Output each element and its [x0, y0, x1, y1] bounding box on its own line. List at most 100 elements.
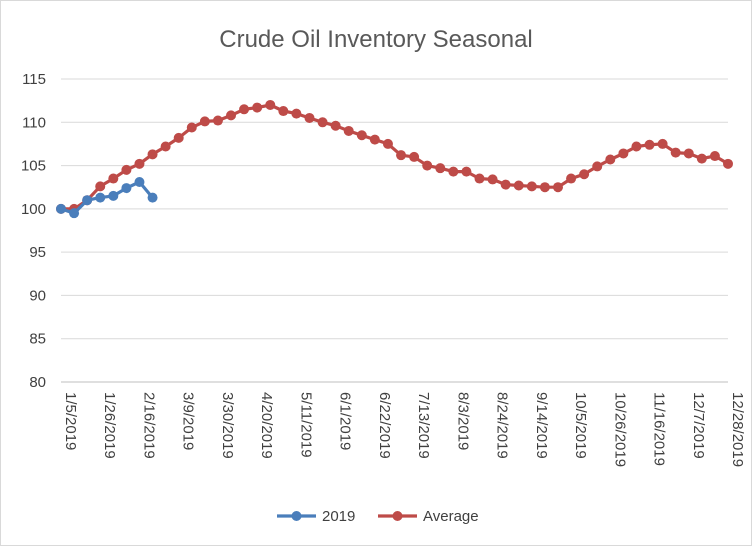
data-point-average — [330, 120, 341, 131]
x-tick-label: 10/5/2019 — [572, 392, 589, 459]
data-point-average — [173, 132, 184, 143]
data-point-average — [579, 169, 590, 180]
x-tick-label: 4/20/2019 — [258, 392, 275, 459]
data-point-2019 — [56, 203, 66, 214]
data-point-average — [212, 115, 223, 126]
data-point-average — [226, 110, 237, 121]
data-point-average — [396, 150, 407, 161]
data-point-2019 — [147, 192, 158, 203]
x-tick-label: 7/13/2019 — [415, 392, 432, 459]
y-axis: 80 85 90 95 100 105 110 115 — [21, 71, 46, 391]
data-point-average — [252, 102, 263, 113]
data-point-2019 — [108, 190, 119, 201]
series-line-average — [59, 103, 730, 211]
data-point-average — [95, 181, 106, 192]
data-point-average — [683, 148, 694, 159]
y-tick-label: 90 — [29, 287, 46, 304]
x-tick-label: 3/30/2019 — [219, 392, 236, 459]
x-tick-label: 12/28/2019 — [729, 392, 746, 467]
y-tick-label: 115 — [22, 71, 46, 88]
data-point-average — [670, 147, 681, 158]
data-point-average — [304, 112, 315, 123]
data-point-average — [409, 151, 420, 162]
x-tick-label: 3/9/2019 — [180, 392, 197, 450]
legend-marker — [291, 511, 302, 521]
data-point-average — [199, 116, 210, 127]
data-point-average — [500, 179, 511, 190]
data-point-average — [605, 154, 616, 165]
y-tick-label: 85 — [29, 331, 46, 348]
data-point-average — [461, 166, 472, 177]
data-point-average — [278, 106, 289, 117]
legend-marker — [392, 511, 403, 521]
legend-item-average: Average — [378, 508, 479, 525]
data-point-average — [435, 163, 446, 174]
data-point-average — [592, 161, 603, 172]
y-tick-label: 100 — [21, 201, 46, 218]
data-point-2019 — [69, 208, 80, 219]
gridlines — [61, 78, 728, 383]
data-point-average — [539, 182, 550, 193]
legend-label: 2019 — [322, 508, 355, 525]
data-point-average — [239, 104, 250, 115]
x-tick-label: 1/5/2019 — [62, 392, 79, 450]
x-tick-label: 12/7/2019 — [690, 392, 707, 459]
data-point-average — [134, 158, 145, 169]
data-point-2019 — [121, 183, 132, 194]
data-point-2019 — [134, 177, 145, 188]
legend-item-2019: 2019 — [277, 508, 355, 525]
chart-title: Crude Oil Inventory Seasonal — [219, 26, 533, 53]
y-tick-label: 105 — [21, 158, 46, 175]
x-tick-label: 11/16/2019 — [651, 392, 668, 466]
data-point-average — [108, 173, 119, 184]
data-point-average — [526, 181, 537, 192]
data-point-average — [265, 99, 276, 110]
x-tick-label: 5/11/2019 — [297, 392, 314, 458]
data-point-average — [369, 134, 380, 145]
data-point-average — [644, 139, 655, 150]
data-point-average — [121, 164, 132, 175]
data-point-average — [709, 151, 720, 162]
x-tick-label: 8/3/2019 — [454, 392, 471, 450]
data-point-average — [474, 173, 485, 184]
series-layer — [56, 99, 733, 219]
x-tick-label: 6/22/2019 — [376, 392, 393, 459]
x-axis: 1/5/2019 1/26/2019 2/16/2019 3/9/2019 3/30/2… — [62, 392, 746, 467]
data-point-2019 — [82, 195, 93, 206]
data-point-average — [186, 122, 197, 133]
data-point-average — [317, 117, 328, 128]
legend-label: Average — [423, 508, 479, 525]
x-tick-label: 10/26/2019 — [611, 392, 628, 467]
data-point-average — [513, 180, 524, 191]
data-point-average — [696, 153, 707, 164]
data-point-average — [291, 108, 302, 119]
data-point-average — [343, 125, 354, 136]
x-tick-label: 1/26/2019 — [101, 392, 118, 459]
y-tick-label: 95 — [29, 244, 46, 261]
data-point-average — [552, 182, 563, 193]
data-point-average — [631, 141, 642, 152]
legend: 2019 Average — [277, 508, 479, 525]
x-tick-label: 2/16/2019 — [140, 392, 157, 459]
data-point-average — [448, 166, 459, 177]
data-point-average — [356, 130, 367, 141]
data-point-average — [422, 160, 433, 171]
data-point-average — [566, 173, 577, 184]
series-2019 — [56, 177, 158, 219]
data-point-average — [382, 138, 393, 149]
data-point-average — [160, 141, 171, 152]
x-tick-label: 8/24/2019 — [494, 392, 511, 459]
y-tick-label: 110 — [22, 114, 46, 131]
series-average — [56, 99, 733, 214]
data-point-average — [657, 138, 668, 149]
x-tick-label: 9/14/2019 — [533, 392, 550, 459]
y-tick-label: 80 — [29, 374, 46, 391]
data-point-average — [723, 158, 733, 169]
data-point-average — [487, 174, 498, 185]
data-point-average — [618, 148, 629, 159]
data-point-2019 — [95, 192, 106, 203]
data-point-average — [147, 149, 158, 160]
x-tick-label: 6/1/2019 — [337, 392, 354, 450]
